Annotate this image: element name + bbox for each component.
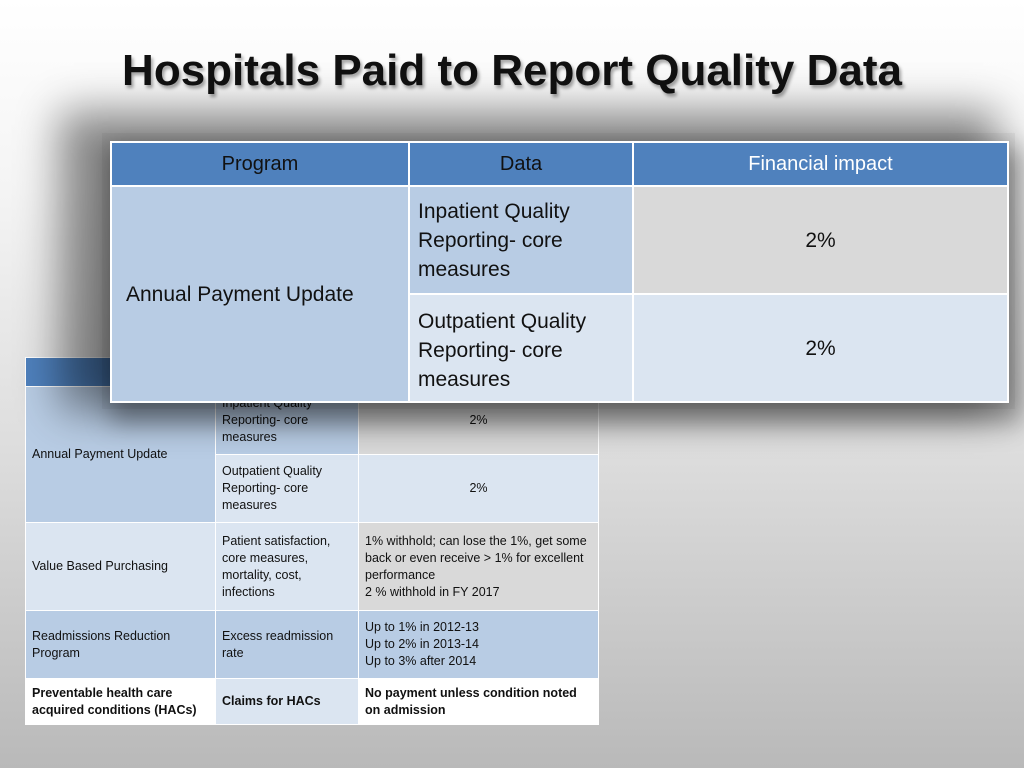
impact-cell: Up to 1% in 2012-13 Up to 2% in 2013-14 …: [358, 610, 599, 679]
data-cell: Outpatient Quality Reporting- core measu…: [215, 454, 359, 523]
data-cell: Excess readmission rate: [215, 610, 359, 679]
impact-cell: 2%: [632, 293, 1009, 403]
impact-cell: 2%: [358, 454, 599, 523]
data-cell: Claims for HACs: [215, 678, 359, 725]
foreground-table-header: Program Data Financial impact: [110, 141, 1009, 187]
impact-cell: 2%: [632, 185, 1009, 295]
impact-line: Up to 1% in 2012-13: [365, 620, 479, 634]
program-cell: Annual Payment Update: [25, 386, 216, 523]
foreground-table-panel: Program Data Financial impact Annual Pay…: [110, 141, 1009, 403]
header-data: Data: [408, 141, 634, 187]
slide-title: Hospitals Paid to Report Quality Data: [122, 46, 902, 95]
program-cell: Annual Payment Update: [110, 185, 410, 403]
data-cell: Outpatient Quality Reporting- core measu…: [408, 293, 634, 403]
impact-line: 1% withhold; can lose the 1%, get some b…: [365, 533, 587, 582]
table-row: Annual Payment Update Inpatient Quality …: [110, 185, 1009, 403]
impact-line: Up to 3% after 2014: [365, 654, 477, 668]
program-cell: Preventable health care acquired conditi…: [25, 678, 216, 725]
header-program: Program: [110, 141, 410, 187]
impact-cell: 1% withhold; can lose the 1%, get some b…: [358, 522, 599, 611]
background-table: Pr Annual Payment Update Inpatient Quali…: [25, 357, 599, 725]
program-cell: Readmissions Reduction Program: [25, 610, 216, 679]
impact-line: 2 % withhold in FY 2017: [365, 584, 500, 599]
foreground-table: Program Data Financial impact Annual Pay…: [110, 141, 1009, 403]
table-row: Outpatient Quality Reporting- core measu…: [111, 293, 1009, 403]
impact-line: Up to 2% in 2013-14: [365, 637, 479, 651]
impact-cell: No payment unless condition noted on adm…: [358, 678, 599, 725]
header-financial-impact: Financial impact: [632, 141, 1009, 187]
table-row: Value Based Purchasing Patient satisfact…: [25, 522, 599, 611]
program-cell: Value Based Purchasing: [25, 522, 216, 611]
table-row: Readmissions Reduction Program Excess re…: [25, 610, 599, 679]
data-cell: Patient satisfaction, core measures, mor…: [215, 522, 359, 611]
data-cell: Inpatient Quality Reporting- core measur…: [408, 185, 634, 295]
table-row: Preventable health care acquired conditi…: [25, 678, 599, 725]
